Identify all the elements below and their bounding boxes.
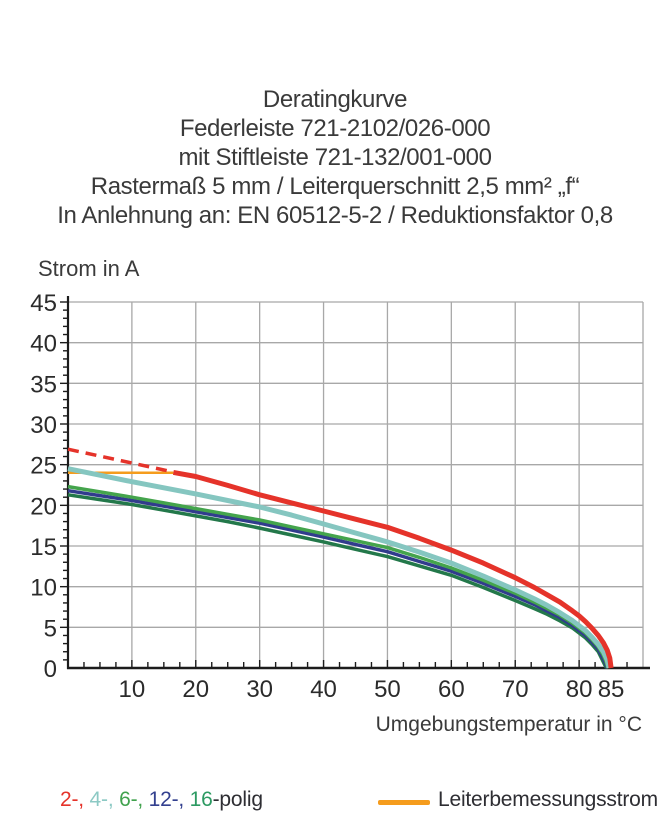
x-tick-label: 85 [598, 676, 625, 703]
title-line-1: Deratingkurve [262, 86, 408, 113]
x-tick-label: 10 [119, 676, 146, 703]
legend-2-polig: 2-, [60, 788, 90, 811]
x-tick-label: 20 [182, 676, 209, 703]
x-tick-label: 80 [566, 676, 593, 703]
x-tick-label: 40 [310, 676, 337, 703]
legend: 2-, 4-, 6-, 12-, 16-polig Leiterbemessun… [0, 786, 670, 826]
y-tick-label: 45 [30, 290, 57, 317]
x-tick-label: 60 [438, 676, 465, 703]
y-tick-label: 40 [30, 331, 57, 358]
y-tick-label: 30 [30, 412, 57, 439]
x-tick-label: 30 [246, 676, 273, 703]
title-line-5: In Anlehnung an: EN 60512-5-2 / Reduktio… [57, 202, 613, 229]
x-axis-title: Umgebungstemperatur in °C [375, 713, 642, 736]
series-2-polig-ohne-reduktion-gestrichelt [67, 447, 174, 474]
chart-title-block: Deratingkurve Federleiste 721-2102/026-0… [0, 85, 670, 230]
series-2-polig [172, 469, 614, 669]
leiterbemessungsstrom-swatch [378, 800, 430, 805]
x-tick-label: 50 [374, 676, 401, 703]
title-line-4: Rastermaß 5 mm / Leiterquerschnitt 2,5 m… [90, 173, 580, 200]
legend-6-polig: 6-, [119, 788, 149, 811]
series-4-polig [67, 466, 612, 669]
y-tick-label: 25 [30, 453, 57, 480]
title-line-2: Federleiste 721-2102/026-000 [179, 115, 491, 142]
legend-4-polig: 4-, [89, 788, 120, 811]
y-tick-label: 15 [30, 534, 57, 561]
leiterbemessungsstrom-label: Leiterbemessungsstrom [438, 788, 658, 811]
title-line-3: mit Stiftleiste 721-132/001-000 [178, 144, 492, 171]
series-12-polig [67, 488, 609, 669]
y-tick-label: 10 [30, 575, 57, 602]
legend-12-polig: 12-, [148, 788, 190, 811]
legend-16-polig: 16 [189, 788, 213, 811]
x-tick-label: 70 [502, 676, 529, 703]
y-axis-title: Strom in A [38, 256, 140, 281]
y-tick-label: 5 [44, 615, 57, 642]
legend-polig-suffix: -polig [212, 788, 263, 811]
y-tick-label: 20 [30, 493, 57, 520]
y-tick-label: 35 [30, 371, 57, 398]
legend-pole-counts: 2-, 4-, 6-, 12-, 16-polig [60, 788, 263, 812]
y-tick-label: 0 [44, 656, 57, 683]
